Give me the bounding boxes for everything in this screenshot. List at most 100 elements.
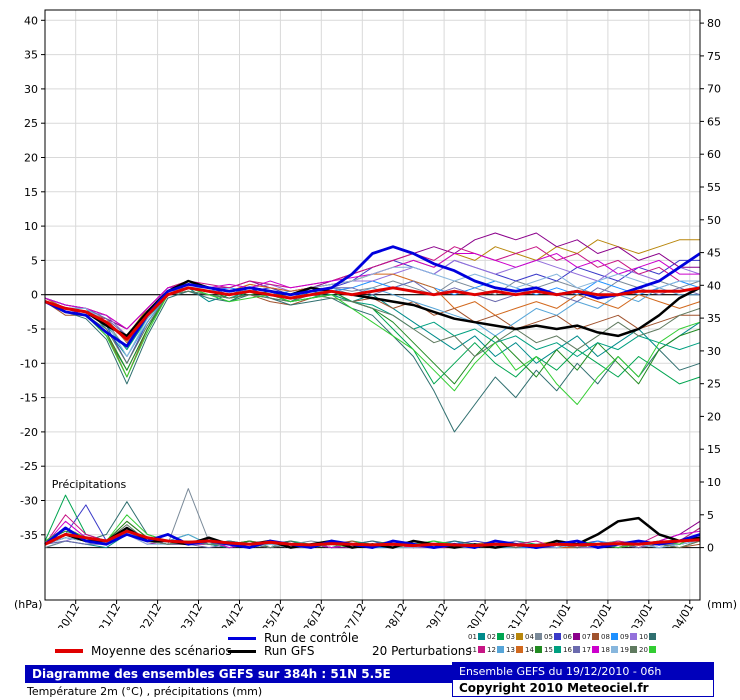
- left-axis-tick-label: 30: [24, 83, 38, 96]
- left-axis-tick-label: -30: [20, 495, 38, 508]
- perturbation-12: 12: [487, 643, 506, 656]
- right-axis-tick-label: 35: [707, 312, 721, 325]
- gfs-label: Run GFS: [264, 644, 315, 658]
- perturbation-19: 19: [620, 643, 639, 656]
- chart-title-bar: Diagramme des ensembles GEFS sur 384h : …: [25, 665, 456, 683]
- date-tick-label: 26/12: [301, 601, 328, 628]
- date-tick-label: 31/12: [505, 601, 532, 628]
- member-number: 03: [506, 632, 515, 641]
- date-tick-label: 23/12: [178, 601, 205, 628]
- perturbation-17: 17: [582, 643, 601, 656]
- perturbation-01: 01: [468, 630, 487, 643]
- member-color-swatch: [591, 646, 599, 653]
- right-axis-tick-label: 50: [707, 214, 721, 227]
- ensemble-spaghetti-chart: 4035302520151050-5-10-15-20-25-30-358075…: [14, 9, 737, 628]
- left-axis-tick-label: 0: [31, 289, 38, 302]
- member-number: 20: [639, 645, 648, 654]
- left-axis-tick-label: -20: [20, 426, 38, 439]
- perturbation-08: 08: [601, 630, 620, 643]
- member-number: 07: [582, 632, 591, 641]
- temp-series-14: [44, 287, 701, 385]
- member-number: 15: [544, 645, 553, 654]
- member-number: 10: [639, 632, 648, 641]
- control-line-swatch: [228, 636, 256, 640]
- temp-series-gfs: [44, 279, 701, 338]
- member-color-swatch: [591, 633, 599, 640]
- perturbation-members: 01 02 03 04 05 06 07 08 09 10 11 12 13 14 15 16 17 18 19 20: [468, 630, 664, 656]
- member-number: 14: [525, 645, 534, 654]
- date-tick-label: 21/12: [96, 601, 123, 628]
- member-number: 11: [468, 645, 477, 654]
- member-color-swatch: [572, 646, 580, 653]
- perturbation-14: 14: [525, 643, 544, 656]
- perturbation-15: 15: [544, 643, 563, 656]
- date-tick-label: 01/01: [546, 601, 573, 628]
- member-color-swatch: [496, 646, 504, 653]
- member-number: 18: [601, 645, 610, 654]
- right-axis-tick-label: 30: [707, 345, 721, 358]
- right-axis-tick-label: 65: [707, 115, 721, 128]
- right-axis-tick-label: 20: [707, 410, 721, 423]
- perturbation-05: 05: [544, 630, 563, 643]
- temp-series-02: [44, 287, 701, 385]
- date-tick-label: 29/12: [424, 601, 451, 628]
- left-axis-tick-label: 20: [24, 152, 38, 165]
- right-axis-tick-label: 70: [707, 83, 721, 96]
- date-tick-label: 27/12: [342, 601, 369, 628]
- run-info-box: Ensemble GEFS du 19/12/2010 - 06h Copyri…: [452, 662, 714, 697]
- right-axis-tick-label: 60: [707, 148, 721, 161]
- footer-left: Diagramme des ensembles GEFS sur 384h : …: [25, 665, 456, 698]
- temp-series-20: [44, 287, 701, 405]
- date-tick-label: 22/12: [137, 601, 164, 628]
- member-number: 16: [563, 645, 572, 654]
- perturbation-10: 10: [639, 630, 658, 643]
- right-axis-tick-label: 80: [707, 17, 721, 30]
- perturbation-03: 03: [506, 630, 525, 643]
- right-axis-tick-label: 15: [707, 443, 721, 456]
- date-tick-label: 02/01: [587, 601, 614, 628]
- member-color-swatch: [572, 633, 580, 640]
- temp-series-12: [44, 287, 700, 357]
- date-tick-label: 04/01: [669, 601, 696, 628]
- left-axis-tick-label: 40: [24, 14, 38, 27]
- perturbations-label: 20 Perturbations: [372, 644, 472, 658]
- member-number: 05: [544, 632, 553, 641]
- plot-border: [44, 9, 701, 601]
- member-color-swatch: [648, 646, 656, 653]
- member-color-swatch: [477, 633, 485, 640]
- member-number: 17: [582, 645, 591, 654]
- left-axis-tick-label: -25: [20, 460, 38, 473]
- date-tick-label: 28/12: [383, 601, 410, 628]
- member-number: 08: [601, 632, 610, 641]
- member-color-swatch: [496, 633, 504, 640]
- right-axis-tick-label: 0: [707, 542, 714, 555]
- member-color-swatch: [515, 646, 523, 653]
- member-color-swatch: [629, 633, 637, 640]
- member-color-swatch: [553, 646, 561, 653]
- temp-series-mean: [44, 286, 701, 341]
- member-color-swatch: [534, 633, 542, 640]
- legend-mean: Moyenne des scénarios: [55, 644, 232, 658]
- temp-series-10: [44, 290, 701, 433]
- gfs-line-swatch: [228, 649, 256, 653]
- date-tick-label: 20/12: [55, 601, 82, 628]
- perturbation-16: 16: [563, 643, 582, 656]
- run-info: Ensemble GEFS du 19/12/2010 - 06h: [453, 663, 713, 680]
- right-axis-tick-label: 40: [707, 279, 721, 292]
- member-number: 09: [620, 632, 629, 641]
- perturbation-06: 06: [563, 630, 582, 643]
- member-number: 12: [487, 645, 496, 654]
- legend-control: Run de contrôle: [228, 631, 359, 645]
- date-tick-label: 03/01: [628, 601, 655, 628]
- right-axis-tick-label: 55: [707, 181, 721, 194]
- left-axis-unit-label: (hPa): [14, 598, 42, 611]
- copyright: Copyright 2010 Meteociel.fr: [453, 680, 713, 696]
- member-color-swatch: [648, 633, 656, 640]
- left-axis-tick-label: 10: [24, 220, 38, 233]
- perturbation-20: 20: [639, 643, 658, 656]
- right-axis-tick-label: 5: [707, 509, 714, 522]
- perturbation-09: 09: [620, 630, 639, 643]
- member-number: 04: [525, 632, 534, 641]
- member-color-swatch: [515, 633, 523, 640]
- member-color-swatch: [629, 646, 637, 653]
